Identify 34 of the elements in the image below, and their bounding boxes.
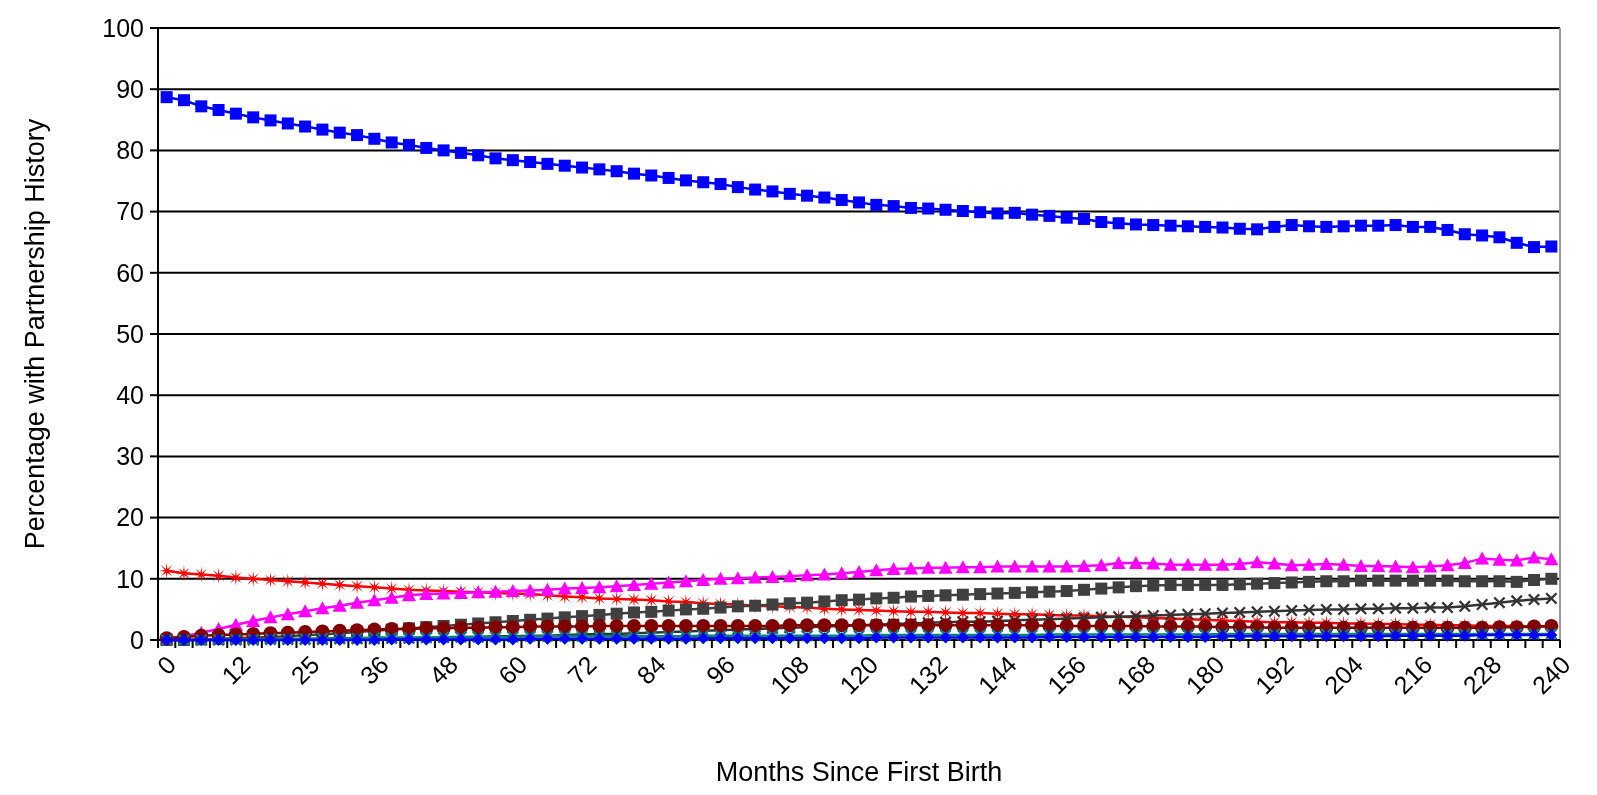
y-tick-label: 100 [102, 13, 144, 42]
x-tick-label: 240 [1526, 650, 1576, 700]
y-tick-label: 0 [130, 625, 144, 654]
x-tick-label: 84 [631, 650, 671, 690]
x-tick-label: 144 [972, 650, 1022, 700]
y-tick-label: 10 [116, 564, 144, 593]
x-tick-label: 60 [492, 650, 533, 690]
x-tick-label: 216 [1387, 650, 1438, 700]
x-tick-label: 120 [834, 650, 884, 700]
y-tick-label: 50 [116, 319, 144, 348]
y-axis-title: Percentage with Partnership History [20, 118, 50, 550]
x-tick-label: 0 [151, 650, 182, 680]
x-tick-label: 192 [1249, 650, 1299, 700]
x-axis-title: Months Since First Birth [715, 757, 1003, 787]
y-tick-label: 60 [116, 258, 144, 287]
y-tick-label: 90 [116, 74, 144, 103]
x-tick-label: 168 [1111, 650, 1161, 700]
x-tick-label: 132 [903, 650, 953, 700]
x-tick-label: 96 [700, 650, 741, 690]
y-tick-label: 20 [116, 503, 144, 532]
x-tick-label: 180 [1180, 650, 1230, 700]
x-tick-label: 48 [423, 650, 464, 690]
x-tick-label: 108 [764, 650, 815, 700]
x-tick-label: 12 [215, 650, 256, 690]
y-tick-label: 70 [116, 197, 144, 226]
y-tick-label: 80 [116, 136, 144, 165]
y-tick-label: 30 [116, 442, 144, 471]
x-tick-label: 204 [1318, 650, 1369, 700]
x-tick-label: 72 [562, 650, 602, 690]
y-tick-label: 40 [116, 380, 144, 409]
x-tick-label: 228 [1457, 650, 1507, 700]
x-tick-label: 36 [354, 650, 394, 690]
x-tick-label: 25 [285, 650, 325, 690]
x-tick-label: 156 [1041, 650, 1092, 700]
